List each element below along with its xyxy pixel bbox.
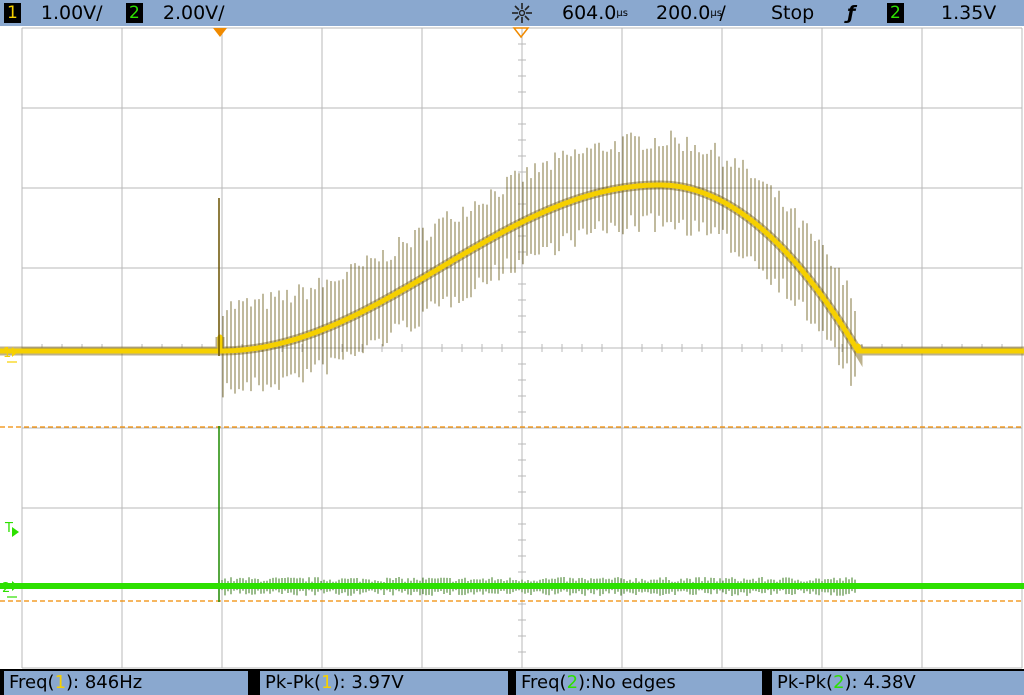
ch1-ground-marker: 1 bbox=[3, 346, 11, 361]
ch1-scale[interactable]: 1 1.00V/ bbox=[4, 1, 103, 25]
trigger-source[interactable]: 2 bbox=[887, 1, 904, 25]
waveform-display[interactable]: 1 T 2 bbox=[0, 26, 1024, 669]
measurement-freq-ch2[interactable]: Freq(2):No edges bbox=[516, 671, 762, 695]
ch1-number-badge: 1 bbox=[4, 3, 21, 23]
measurement-value: ):No edges bbox=[578, 672, 676, 693]
time-per-div-suffix: / bbox=[719, 2, 726, 24]
ch1-trace bbox=[0, 182, 1024, 354]
measurement-value: ): 846Hz bbox=[66, 672, 143, 693]
measurement-freq-ch1[interactable]: Freq(1): 846Hz bbox=[4, 671, 248, 695]
measurement-value: ): 3.97V bbox=[332, 672, 404, 693]
trigger-marker-arrow bbox=[12, 527, 19, 537]
time-per-div-value: 200.0 bbox=[656, 2, 711, 24]
ch2-number-badge: 2 bbox=[126, 3, 143, 23]
ch2-scale[interactable]: 2 2.00V/ bbox=[126, 1, 225, 25]
horizontal-position[interactable]: 604.0µs bbox=[562, 1, 628, 25]
trigger-level[interactable]: 1.35V bbox=[941, 2, 997, 24]
ch2-scale-value: 2.00V/ bbox=[162, 2, 225, 24]
time-per-div-unit: µs bbox=[710, 8, 722, 19]
falling-edge-icon[interactable]: ƒ bbox=[847, 2, 856, 24]
trigger-position-marker bbox=[213, 28, 227, 37]
measurement-channel: 1 bbox=[54, 672, 67, 693]
sunburst-icon bbox=[508, 0, 536, 32]
measurement-label: Pk-Pk( bbox=[265, 672, 322, 693]
ch1-marker-arrow bbox=[12, 347, 18, 357]
status-bar: 1 1.00V/ 2 2.00V/ 604.0µs 200.0µs/ Stop … bbox=[0, 0, 1024, 26]
measurement-channel: 2 bbox=[833, 672, 845, 693]
measurement-label: Pk-Pk( bbox=[777, 672, 834, 693]
horizontal-position-unit: µs bbox=[616, 8, 628, 19]
ch2-marker-arrow bbox=[12, 581, 18, 591]
measurement-channel: 1 bbox=[321, 672, 333, 693]
measurement-value: ): 4.38V bbox=[844, 672, 916, 693]
measurement-label: Freq( bbox=[9, 672, 55, 693]
ch1-scale-value: 1.00V/ bbox=[40, 2, 103, 24]
run-state[interactable]: Stop bbox=[771, 2, 815, 24]
ch2-ground-marker: 2 bbox=[2, 581, 10, 596]
measurement-bar: Freq(1): 846Hz Pk-Pk(1): 3.97V Freq(2):N… bbox=[0, 669, 1024, 695]
measurement-pkpk-ch1[interactable]: Pk-Pk(1): 3.97V bbox=[260, 671, 508, 695]
trigger-source-badge: 2 bbox=[887, 3, 904, 23]
measurement-pkpk-ch2[interactable]: Pk-Pk(2): 4.38V bbox=[772, 671, 1024, 695]
measurement-channel: 2 bbox=[566, 672, 579, 693]
time-reference-marker bbox=[512, 27, 530, 39]
horizontal-position-value: 604.0 bbox=[562, 2, 617, 24]
trigger-level-marker: T bbox=[4, 521, 13, 536]
time-per-div[interactable]: 200.0µs/ bbox=[656, 1, 726, 25]
graticule bbox=[21, 27, 1023, 669]
measurement-label: Freq( bbox=[521, 672, 567, 693]
